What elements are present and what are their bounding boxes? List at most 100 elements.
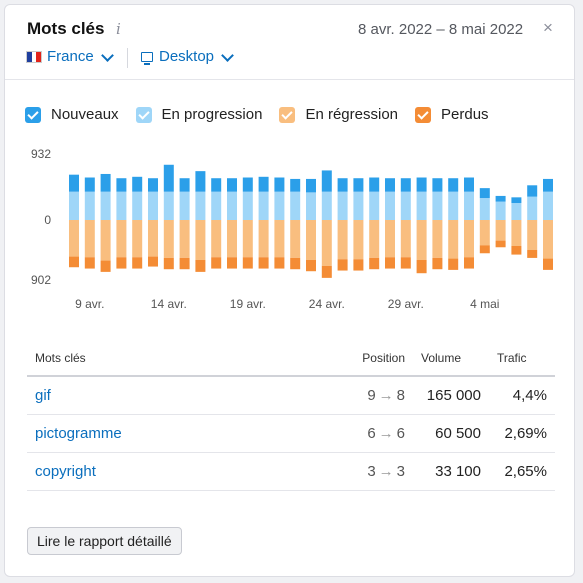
bar-nouveaux: [163, 164, 174, 192]
widget-title: Mots clés: [27, 19, 105, 38]
read-detailed-report-button[interactable]: Lire le rapport détaillé: [27, 527, 182, 555]
x-tick-label: 14 avr.: [151, 297, 187, 311]
bar-en-progression: [274, 191, 285, 220]
legend-item-en-regression[interactable]: En régression: [279, 106, 398, 123]
checkbox-checked-icon[interactable]: [25, 106, 41, 123]
bar-en-regression: [211, 220, 222, 258]
bar-nouveaux: [211, 178, 222, 192]
bar-en-progression: [353, 191, 364, 220]
bar-perdus: [116, 257, 127, 269]
keyword-link[interactable]: copyright: [27, 452, 327, 491]
checkbox-checked-icon[interactable]: [279, 106, 296, 123]
bar-en-regression: [290, 220, 301, 258]
device-dropdown[interactable]: Desktop: [141, 48, 234, 65]
traffic-cell: 2,65%: [489, 452, 555, 491]
bar-en-progression: [163, 191, 174, 220]
legend-item-perdus[interactable]: Perdus: [415, 106, 489, 123]
bar-perdus: [337, 259, 348, 271]
close-icon[interactable]: ×: [543, 18, 553, 37]
legend-label: Nouveaux: [51, 106, 119, 123]
bar-perdus: [543, 258, 553, 270]
bar-en-progression: [306, 192, 316, 220]
bar-perdus: [464, 257, 474, 269]
chart-legend: Nouveaux En progression En régression Pe…: [25, 106, 506, 123]
table-header-row: Mots clés Position Volume Trafic: [27, 341, 555, 377]
bar-en-progression: [337, 191, 348, 220]
legend-item-en-progression[interactable]: En progression: [135, 106, 262, 123]
bar-en-regression: [84, 220, 95, 258]
bar-nouveaux: [464, 177, 474, 192]
bar-en-regression: [306, 220, 316, 260]
bar-en-regression: [242, 220, 253, 258]
bar-en-regression: [274, 220, 285, 258]
bar-en-progression: [242, 191, 253, 220]
bar-en-regression: [464, 220, 474, 258]
column-header-keyword: Mots clés: [27, 341, 327, 377]
bar-nouveaux: [495, 195, 506, 202]
bar-nouveaux: [337, 178, 348, 192]
bar-en-regression: [511, 220, 522, 246]
bar-nouveaux: [479, 188, 490, 199]
column-header-volume: Volume: [413, 341, 489, 377]
bar-en-regression: [527, 220, 538, 250]
table-row: copyright 3 → 3 33 100 2,65%: [27, 452, 555, 491]
bar-en-regression: [227, 220, 237, 258]
bar-perdus: [479, 245, 490, 254]
bar-nouveaux: [369, 177, 380, 192]
bar-perdus: [448, 258, 459, 270]
bar-perdus: [400, 257, 411, 269]
bar-en-progression: [464, 191, 474, 220]
position-to: 3: [396, 463, 405, 480]
bar-nouveaux: [543, 178, 553, 192]
bar-en-progression: [369, 191, 380, 220]
keyword-link[interactable]: gif: [27, 376, 327, 415]
bar-perdus: [242, 257, 253, 269]
column-header-position: Position: [327, 341, 413, 377]
bar-perdus: [321, 265, 332, 278]
bar-nouveaux: [274, 177, 285, 192]
checkbox-checked-icon[interactable]: [135, 106, 152, 123]
x-tick-label: 29 avr.: [388, 297, 424, 311]
table-row: gif 9 → 8 165 000 4,4%: [27, 376, 555, 415]
bar-perdus: [416, 259, 427, 274]
country-label: France: [47, 48, 94, 65]
bar-perdus: [385, 257, 395, 269]
bar-en-progression: [100, 191, 111, 220]
bar-nouveaux: [100, 173, 111, 192]
bar-en-progression: [84, 191, 95, 220]
bar-nouveaux: [116, 178, 127, 192]
bar-perdus: [369, 257, 380, 270]
bar-en-progression: [511, 203, 522, 220]
legend-item-nouveaux[interactable]: Nouveaux: [25, 106, 119, 123]
x-tick-label: 4 mai: [470, 297, 499, 311]
bar-nouveaux: [179, 178, 190, 192]
country-dropdown[interactable]: France: [26, 48, 114, 65]
bar-nouveaux: [195, 171, 206, 192]
bar-nouveaux: [148, 178, 158, 192]
bar-en-regression: [385, 220, 395, 258]
keyword-link[interactable]: pictogramme: [27, 414, 327, 453]
bar-perdus: [195, 259, 206, 272]
bar-en-progression: [69, 191, 79, 220]
bar-nouveaux: [527, 185, 538, 197]
bar-nouveaux: [416, 177, 427, 192]
bar-perdus: [148, 256, 158, 267]
bar-en-progression: [211, 191, 222, 220]
bar-perdus: [290, 257, 301, 270]
device-label: Desktop: [159, 48, 215, 65]
bar-en-progression: [527, 196, 538, 220]
bar-nouveaux: [511, 197, 522, 204]
bar-en-regression: [69, 220, 79, 257]
bar-en-progression: [227, 191, 237, 220]
bar-en-regression: [116, 220, 127, 258]
widget-header: Mots clés i 8 avr. 2022 – 8 mai 2022 × F…: [5, 5, 574, 80]
position-to: 8: [396, 387, 405, 404]
bar-en-regression: [258, 220, 269, 258]
bar-en-regression: [337, 220, 348, 260]
bar-perdus: [274, 257, 285, 269]
checkbox-checked-icon[interactable]: [415, 106, 432, 123]
bar-en-progression: [179, 191, 190, 220]
bar-nouveaux: [385, 178, 395, 192]
info-icon[interactable]: i: [116, 20, 121, 38]
bar-en-regression: [132, 220, 143, 258]
